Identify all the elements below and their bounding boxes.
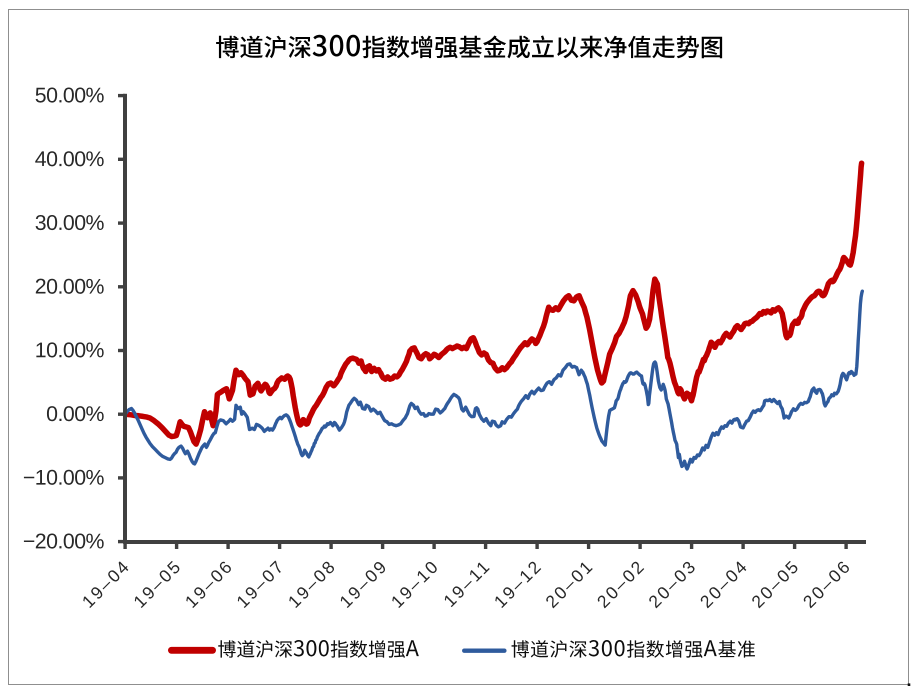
svg-text:0.00%: 0.00% [46, 402, 104, 426]
svg-text:20.00%: 20.00% [35, 275, 105, 299]
svg-text:40.00%: 40.00% [35, 147, 105, 171]
svg-text:−10.00%: −10.00% [23, 466, 105, 490]
svg-text:10.00%: 10.00% [35, 338, 105, 362]
svg-text:30.00%: 30.00% [35, 211, 105, 235]
svg-text:−20.00%: −20.00% [23, 529, 105, 553]
svg-text:50.00%: 50.00% [35, 83, 105, 107]
